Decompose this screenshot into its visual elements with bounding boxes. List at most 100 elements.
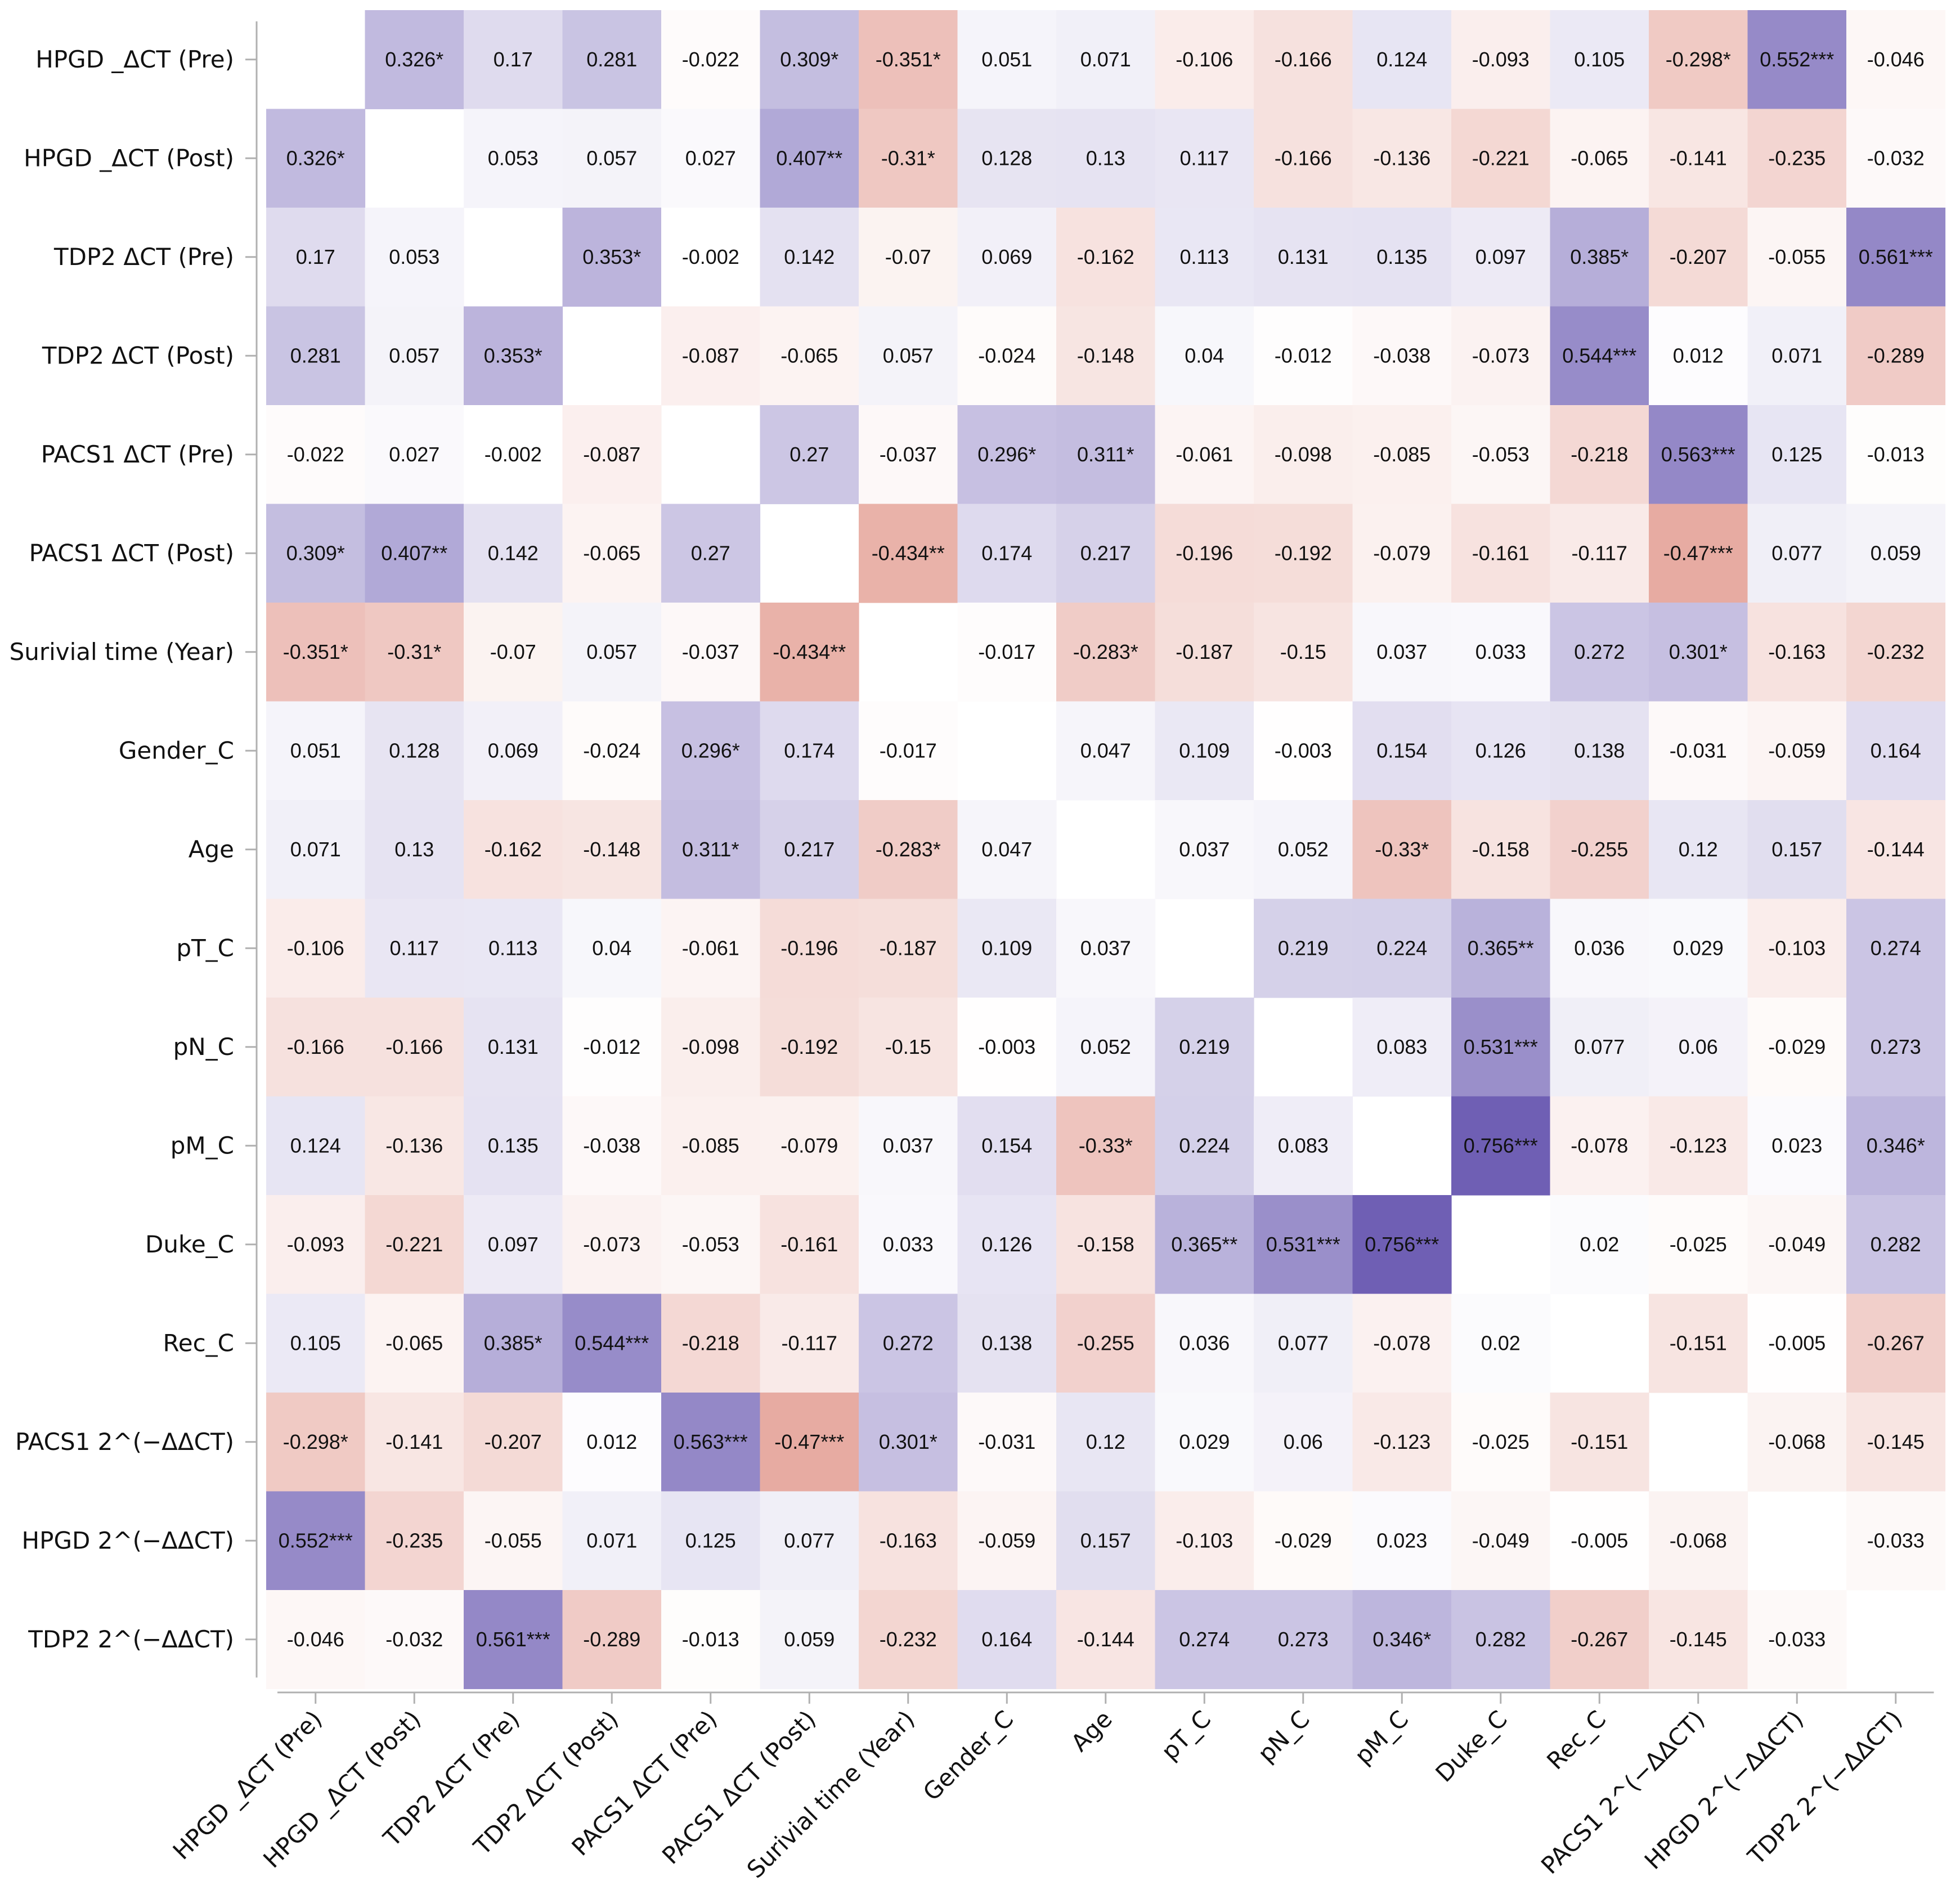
- cell-value-label: -0.087: [682, 344, 739, 367]
- cell-value-label: -0.221: [1472, 146, 1530, 169]
- cell-value-label: -0.145: [1867, 1430, 1925, 1453]
- heatmap-cell: [760, 1590, 859, 1690]
- heatmap-cell: [1451, 1491, 1551, 1591]
- heatmap-cell: [562, 10, 662, 110]
- heatmap-cell: [1254, 208, 1353, 307]
- cell-value-label: 0.561***: [1859, 245, 1933, 268]
- heatmap-cell: [1155, 1294, 1254, 1393]
- cell-value-label: -0.07: [885, 245, 931, 268]
- heatmap-cell: [1846, 603, 1946, 702]
- column-label: pT_C: [1156, 1705, 1216, 1765]
- heatmap-cell: [760, 998, 859, 1097]
- heatmap-cell: [661, 306, 761, 406]
- cell-value-label: -0.235: [1768, 146, 1826, 169]
- cell-value-label: -0.053: [1472, 443, 1530, 466]
- cell-value-label: 0.552***: [279, 1529, 353, 1552]
- cell-value-label: -0.061: [682, 936, 739, 959]
- cell-value-label: 0.071: [586, 1529, 637, 1552]
- heatmap-cell: [1254, 1294, 1353, 1393]
- cell-value-label: -0.47***: [774, 1430, 844, 1453]
- heatmap-cell: [1254, 1096, 1353, 1196]
- cell-value-label: -0.078: [1373, 1331, 1430, 1354]
- cell-value-label: 0.272: [883, 1331, 934, 1354]
- heatmap-cell: [1747, 504, 1847, 603]
- cell-value-label: 0.124: [1376, 48, 1427, 71]
- heatmap-cell: [266, 208, 366, 307]
- heatmap-cell: [365, 1491, 464, 1591]
- cell-value-label: 0.217: [784, 838, 835, 861]
- heatmap-cell: [1747, 899, 1847, 998]
- heatmap-cell: [1846, 10, 1946, 110]
- cell-value-label: 0.053: [389, 245, 439, 268]
- heatmap-cell: [1550, 1096, 1649, 1196]
- heatmap-cell: [1451, 1393, 1551, 1492]
- heatmap-cell: [661, 1096, 761, 1196]
- heatmap-cell: [1451, 1590, 1551, 1690]
- cell-value-label: -0.283*: [876, 838, 941, 861]
- heatmap-cell: [1846, 208, 1946, 307]
- heatmap-cell: [957, 899, 1057, 998]
- cell-value-label: 0.077: [1771, 541, 1822, 564]
- heatmap-cell: [562, 208, 662, 307]
- cell-value-label: -0.207: [485, 1430, 542, 1453]
- heatmap-cell: [1451, 109, 1551, 208]
- cell-value-label: 0.296*: [977, 443, 1036, 466]
- heatmap-cell: [464, 405, 563, 505]
- cell-value-label: 0.13: [394, 838, 434, 861]
- cell-value-label: -0.289: [583, 1628, 640, 1651]
- heatmap-cell: [1747, 208, 1847, 307]
- heatmap-cell: [1056, 504, 1156, 603]
- heatmap-cell: [1451, 10, 1551, 110]
- cell-value-label: 0.353*: [484, 344, 542, 367]
- cell-value-label: 0.125: [685, 1529, 736, 1552]
- heatmap-cell: [562, 109, 662, 208]
- cell-value-label: -0.098: [682, 1035, 739, 1058]
- cell-value-label: 0.06: [1679, 1035, 1718, 1058]
- heatmap-cell: [1747, 1195, 1847, 1295]
- heatmap-cell: [562, 1294, 662, 1393]
- cell-value-label: -0.046: [287, 1628, 344, 1651]
- cell-value-label: -0.017: [978, 640, 1035, 663]
- heatmap-cell: [1451, 603, 1551, 702]
- cell-value-label: -0.106: [287, 936, 344, 959]
- row-label: PACS1 2^(−ΔΔCT): [15, 1428, 234, 1456]
- cell-value-label: 0.012: [586, 1430, 637, 1453]
- row-label: TDP2 ΔCT (Pre): [53, 243, 234, 271]
- heatmap-cell: [365, 1096, 464, 1196]
- cell-value-label: 0.113: [1180, 245, 1229, 268]
- cell-value-label: -0.232: [1867, 640, 1925, 663]
- heatmap-cell: [562, 1393, 662, 1492]
- cell-value-label: -0.068: [1670, 1529, 1727, 1552]
- cell-value-label: -0.065: [1571, 146, 1628, 169]
- cell-value-label: -0.196: [781, 936, 838, 959]
- heatmap-cell: [365, 701, 464, 801]
- row-label: Duke_C: [145, 1231, 234, 1258]
- heatmap-cell: [1649, 1294, 1748, 1393]
- cell-value-label: 0.365**: [1468, 936, 1534, 959]
- cell-value-label: -0.136: [1373, 146, 1430, 169]
- heatmap-cell: [1056, 1294, 1156, 1393]
- heatmap-cell: [266, 701, 366, 801]
- cell-value-label: -0.049: [1768, 1233, 1826, 1256]
- heatmap-cell: [1649, 899, 1748, 998]
- heatmap-cell: [266, 899, 366, 998]
- cell-value-label: -0.038: [1373, 344, 1430, 367]
- row-label: TDP2 2^(−ΔΔCT): [28, 1625, 234, 1653]
- heatmap-cell: [957, 998, 1057, 1097]
- heatmap-cell: [464, 1294, 563, 1393]
- heatmap-cell: [1451, 504, 1551, 603]
- row-label: PACS1 ΔCT (Pre): [41, 441, 234, 468]
- column-labels: HPGD _ΔCT (Pre)HPGD _ΔCT (Post)TDP2 ΔCT …: [168, 1705, 1908, 1883]
- heatmap-cell: [1056, 1096, 1156, 1196]
- cell-value-label: -0.003: [1275, 739, 1332, 762]
- cell-value-label: -0.166: [385, 1035, 443, 1058]
- cell-value-label: -0.31*: [387, 640, 441, 663]
- cell-value-label: 0.346*: [1373, 1628, 1431, 1651]
- heatmap-cell: [1155, 109, 1254, 208]
- heatmap-cell: [1056, 701, 1156, 801]
- cell-value-label: 0.311*: [682, 838, 739, 861]
- row-label: Rec_C: [163, 1329, 234, 1357]
- heatmap-cell: [1649, 504, 1748, 603]
- cell-value-label: -0.106: [1176, 48, 1233, 71]
- cell-value-label: -0.235: [385, 1529, 443, 1552]
